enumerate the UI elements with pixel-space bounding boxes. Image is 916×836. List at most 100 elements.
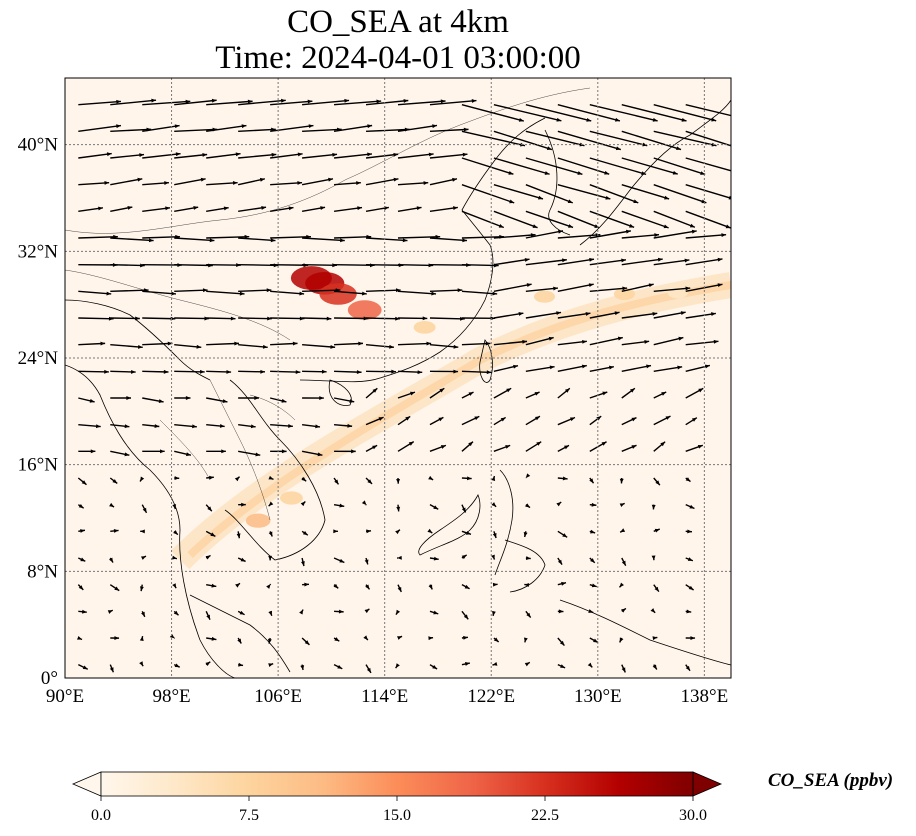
wind-arrow-head — [160, 449, 165, 454]
wind-arrow-head — [614, 311, 620, 316]
wind-arrow-head — [297, 181, 303, 185]
wind-arrow-head — [137, 344, 143, 349]
wind-arrow-head — [364, 559, 369, 565]
wind-arrow — [557, 157, 610, 175]
wind-arrow-head — [691, 417, 697, 422]
wind-arrow-head — [500, 417, 506, 422]
wind-arrow — [270, 124, 314, 133]
wind-arrow-head — [700, 171, 706, 175]
wind-arrow-head — [372, 388, 378, 393]
wind-arrow-head — [717, 283, 723, 288]
wind-arrow — [525, 311, 562, 319]
wind-arrow-head — [427, 528, 433, 534]
wind-arrow-head — [141, 611, 145, 617]
longitude-ticks: 90°E 98°E 106°E 114°E 122°E 130°E 138°E — [46, 686, 728, 707]
wind-arrow — [333, 124, 373, 133]
wind-arrow — [397, 290, 437, 295]
wind-arrow-head — [268, 663, 274, 667]
wind-arrow-head — [561, 581, 567, 586]
wind-arrow-head — [556, 311, 562, 316]
wind-arrow-head — [621, 560, 626, 566]
wind-arrow-head — [548, 336, 554, 341]
wind-arrow-head — [591, 502, 597, 507]
wind-arrow — [589, 311, 620, 319]
wind-arrow — [397, 124, 438, 133]
wind-arrow-head — [333, 583, 339, 589]
wind-arrow-head — [738, 146, 743, 150]
wind-arrow — [525, 365, 555, 373]
wind-arrow — [334, 290, 367, 295]
wind-arrow-head — [631, 445, 637, 449]
wind-arrow-head — [230, 316, 236, 321]
wind-arrow-head — [124, 452, 130, 457]
wind-arrow-head — [267, 638, 272, 644]
wind-arrow-head — [593, 638, 599, 643]
wind-arrow — [206, 263, 241, 266]
wind-arrow-head — [396, 609, 401, 615]
wind-arrow — [525, 230, 564, 239]
wind-arrow — [206, 236, 250, 239]
wind-arrow — [366, 317, 400, 320]
wind-arrow-head — [608, 365, 614, 370]
wind-arrow-head — [590, 558, 595, 563]
wind-arrow — [78, 290, 112, 295]
wind-arrow-head — [602, 391, 608, 396]
wind-arrow-head — [615, 117, 620, 122]
wind-arrow-head — [378, 417, 384, 421]
wind-arrow-head — [185, 396, 191, 400]
wind-arrow-head — [536, 441, 542, 446]
wind-arrow-head — [281, 98, 286, 103]
wind-arrow-head — [193, 206, 199, 210]
wind-arrow-head — [677, 365, 683, 370]
wind-arrow-head — [462, 152, 468, 157]
wind-arrow-head — [362, 291, 367, 296]
wind-arrow-head — [589, 478, 594, 484]
wind-arrow — [302, 99, 350, 106]
wind-arrow — [397, 182, 429, 186]
wind-arrow-head — [140, 529, 145, 534]
wind-arrow-head — [631, 417, 637, 422]
wind-arrow-head — [558, 229, 563, 234]
wind-arrow-head — [402, 238, 408, 243]
wind-arrow-head — [396, 506, 401, 512]
wind-arrow-head — [239, 610, 245, 615]
wind-arrow-head — [562, 533, 568, 538]
wind-arrow-head — [525, 503, 531, 508]
wind-arrow-head — [588, 283, 594, 288]
wind-arrow-head — [559, 640, 565, 646]
wind-arrow — [142, 317, 176, 320]
wind-arrow-head — [717, 257, 723, 262]
wind-arrow-head — [210, 532, 216, 537]
wind-arrow-head — [657, 257, 663, 262]
wind-arrow-head — [235, 583, 240, 588]
wind-arrow — [206, 153, 241, 159]
wind-arrow-head — [523, 637, 528, 643]
wind-arrow-head — [185, 99, 191, 104]
lon-tick-label: 114°E — [361, 686, 408, 707]
wind-arrow-head — [376, 99, 382, 104]
wind-arrow-head — [538, 195, 544, 200]
wind-arrow-head — [428, 584, 433, 590]
wind-arrow — [110, 237, 154, 242]
wind-arrow-head — [565, 388, 570, 393]
wind-arrow-head — [106, 152, 112, 157]
wind-arrow — [110, 99, 157, 106]
wind-arrow-head — [585, 311, 591, 316]
wind-arrow-head — [621, 258, 626, 263]
wind-arrow-head — [95, 424, 101, 429]
wind-arrow — [557, 234, 601, 239]
wind-arrow-head — [347, 423, 353, 428]
wind-arrow-head — [728, 195, 731, 200]
wind-arrow-head — [78, 585, 84, 590]
wind-arrow-head — [104, 181, 110, 185]
wind-arrow-head — [558, 609, 564, 614]
wind-arrow — [174, 128, 218, 133]
wind-arrow — [365, 99, 409, 106]
wind-arrow — [557, 364, 587, 373]
wind-arrow-head — [556, 117, 562, 122]
wind-arrow-head — [596, 416, 602, 421]
wind-arrow-head — [704, 364, 710, 369]
wind-arrow-head — [82, 609, 87, 614]
wind-arrow-head — [560, 664, 566, 668]
wind-arrow — [302, 317, 332, 320]
